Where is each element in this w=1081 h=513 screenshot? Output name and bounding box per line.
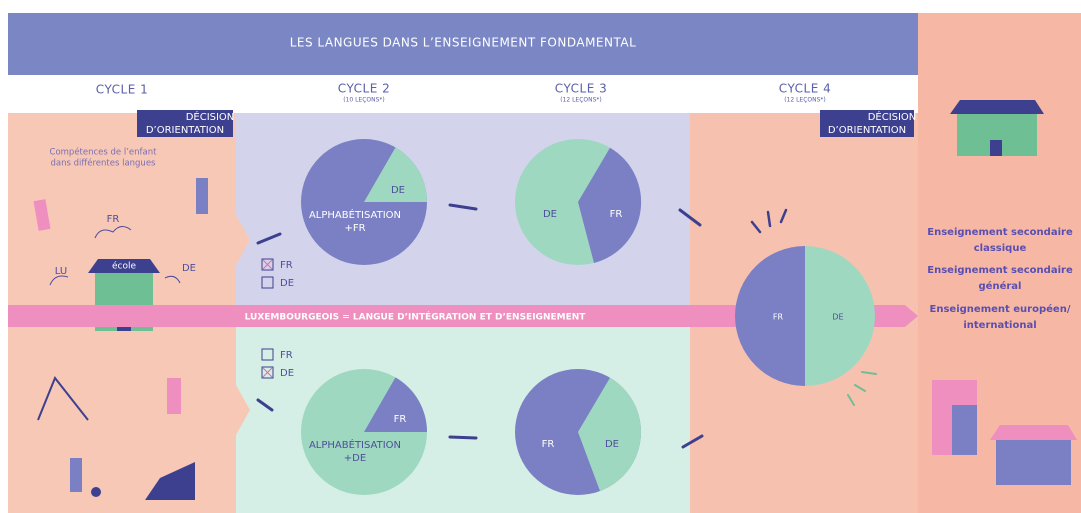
checkbox-label: DE [280,368,294,379]
cycle-label: CYCLE 2 [338,82,390,96]
decision-text: D’ORIENTATION [146,125,224,136]
secondary-option: international [963,320,1036,331]
cycle-lessons: (12 LEÇONS*) [784,97,826,104]
band-text: LUXEMBOURGEOIS = LANGUE D’INTÉGRATION ET… [245,311,587,323]
school-label: école [112,261,136,272]
cycle-label: CYCLE 3 [555,82,607,96]
slice-label: +FR [344,223,365,234]
building [952,405,977,455]
secondary-option: Enseignement secondaire [927,227,1073,238]
building-roof [950,100,1044,114]
decision-text: D’ORIENTATION [828,125,906,136]
decision-text: DÉCISION [186,110,235,123]
slice-label: FR [542,439,555,450]
building-roof [990,425,1077,440]
secondary-option: général [979,280,1022,292]
cycle-lessons: (12 LEÇONS*) [560,97,602,104]
secondary-option: Enseignement secondaire [927,265,1073,276]
decision-text: DÉCISION [868,110,917,123]
slice-label: ALPHABÉTISATION [309,438,401,451]
character [196,178,208,214]
checkbox-label: FR [280,350,293,361]
door [990,140,1002,156]
slice-label: FR [610,209,623,220]
slice-label: FR [773,313,784,322]
character [167,378,181,414]
building [996,440,1071,485]
slice-label: +DE [344,453,366,464]
caption: dans différentes langues [51,158,157,169]
cycle-label: CYCLE 1 [96,83,148,97]
slice-label: DE [605,439,619,450]
checkbox-label: FR [280,260,293,271]
infographic: LES LANGUES DANS L’ENSEIGNEMENT FONDAMEN… [0,0,1081,513]
title: LES LANGUES DANS L’ENSEIGNEMENT FONDAMEN… [290,36,637,50]
slice-label: FR [394,414,407,425]
secondary-option: Enseignement européen/ [930,303,1071,315]
checkbox-label: DE [280,278,294,289]
caption: Compétences de l’enfant [50,147,158,158]
connector [450,437,476,438]
cycle-lessons: (10 LEÇONS*) [343,97,385,104]
language-label: LU [55,266,67,277]
secondary-option: classique [974,243,1027,254]
ball [91,487,101,497]
slice-label: DE [391,185,405,196]
slice-label: DE [543,209,557,220]
language-label: FR [107,214,120,225]
language-label: DE [182,263,196,274]
slice-label: DE [832,313,843,322]
cycle-label: CYCLE 4 [779,82,831,96]
character [70,458,82,492]
slice-label: ALPHABÉTISATION [309,208,401,221]
